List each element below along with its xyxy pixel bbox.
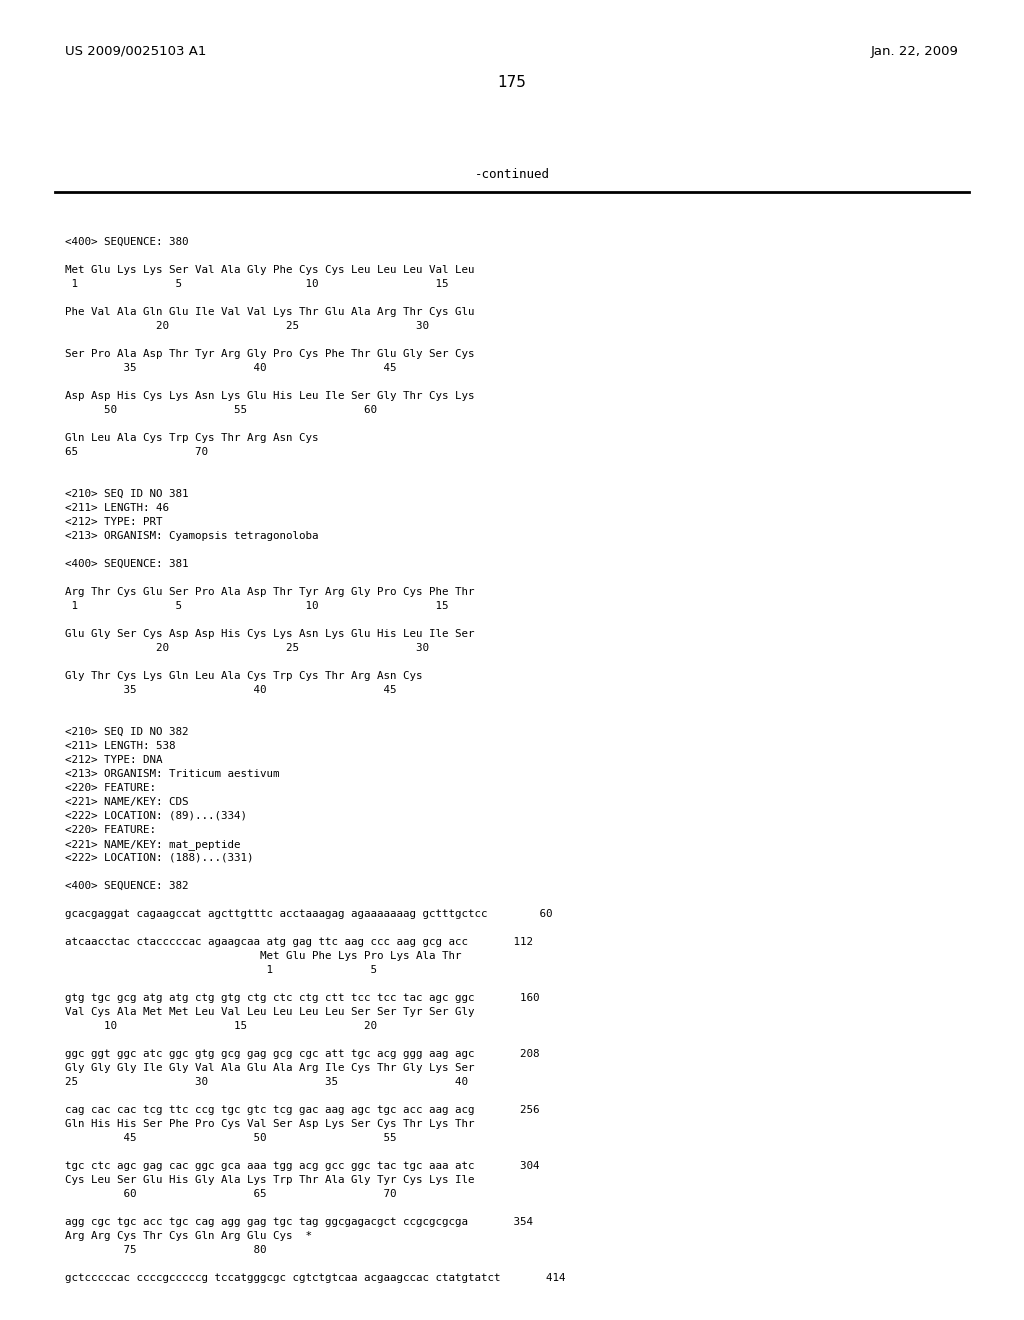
Text: gctcccccac ccccgcccccg tccatgggcgc cgtctgtcaa acgaagccac ctatgtatct       414: gctcccccac ccccgcccccg tccatgggcgc cgtct… bbox=[65, 1272, 565, 1283]
Text: <221> NAME/KEY: mat_peptide: <221> NAME/KEY: mat_peptide bbox=[65, 840, 241, 850]
Text: agg cgc tgc acc tgc cag agg gag tgc tag ggcgagacgct ccgcgcgcga       354: agg cgc tgc acc tgc cag agg gag tgc tag … bbox=[65, 1217, 534, 1228]
Text: 1               5: 1 5 bbox=[65, 965, 377, 975]
Text: <210> SEQ ID NO 381: <210> SEQ ID NO 381 bbox=[65, 488, 188, 499]
Text: 60                  65                  70: 60 65 70 bbox=[65, 1189, 396, 1199]
Text: <400> SEQUENCE: 382: <400> SEQUENCE: 382 bbox=[65, 880, 188, 891]
Text: 65                  70: 65 70 bbox=[65, 447, 208, 457]
Text: Jan. 22, 2009: Jan. 22, 2009 bbox=[871, 45, 959, 58]
Text: 1               5                   10                  15: 1 5 10 15 bbox=[65, 601, 449, 611]
Text: gcacgaggat cagaagccat agcttgtttc acctaaagag agaaaaaaag gctttgctcc        60: gcacgaggat cagaagccat agcttgtttc acctaaa… bbox=[65, 909, 553, 919]
Text: Asp Asp His Cys Lys Asn Lys Glu His Leu Ile Ser Gly Thr Cys Lys: Asp Asp His Cys Lys Asn Lys Glu His Leu … bbox=[65, 391, 474, 401]
Text: <400> SEQUENCE: 381: <400> SEQUENCE: 381 bbox=[65, 558, 188, 569]
Text: atcaacctac ctacccccac agaagcaa atg gag ttc aag ccc aag gcg acc       112: atcaacctac ctacccccac agaagcaa atg gag t… bbox=[65, 937, 534, 946]
Text: <210> SEQ ID NO 382: <210> SEQ ID NO 382 bbox=[65, 727, 188, 737]
Text: Ser Pro Ala Asp Thr Tyr Arg Gly Pro Cys Phe Thr Glu Gly Ser Cys: Ser Pro Ala Asp Thr Tyr Arg Gly Pro Cys … bbox=[65, 348, 474, 359]
Text: Met Glu Phe Lys Pro Lys Ala Thr: Met Glu Phe Lys Pro Lys Ala Thr bbox=[65, 950, 462, 961]
Text: 75                  80: 75 80 bbox=[65, 1245, 266, 1255]
Text: 1               5                   10                  15: 1 5 10 15 bbox=[65, 279, 449, 289]
Text: <211> LENGTH: 538: <211> LENGTH: 538 bbox=[65, 741, 175, 751]
Text: 35                  40                  45: 35 40 45 bbox=[65, 685, 396, 696]
Text: 25                  30                  35                  40: 25 30 35 40 bbox=[65, 1077, 468, 1086]
Text: <212> TYPE: DNA: <212> TYPE: DNA bbox=[65, 755, 163, 766]
Text: <212> TYPE: PRT: <212> TYPE: PRT bbox=[65, 517, 163, 527]
Text: Gly Gly Gly Ile Gly Val Ala Glu Ala Arg Ile Cys Thr Gly Lys Ser: Gly Gly Gly Ile Gly Val Ala Glu Ala Arg … bbox=[65, 1063, 474, 1073]
Text: Arg Thr Cys Glu Ser Pro Ala Asp Thr Tyr Arg Gly Pro Cys Phe Thr: Arg Thr Cys Glu Ser Pro Ala Asp Thr Tyr … bbox=[65, 587, 474, 597]
Text: 175: 175 bbox=[498, 75, 526, 90]
Text: 45                  50                  55: 45 50 55 bbox=[65, 1133, 396, 1143]
Text: <211> LENGTH: 46: <211> LENGTH: 46 bbox=[65, 503, 169, 513]
Text: 35                  40                  45: 35 40 45 bbox=[65, 363, 396, 374]
Text: Val Cys Ala Met Met Leu Val Leu Leu Leu Leu Ser Ser Tyr Ser Gly: Val Cys Ala Met Met Leu Val Leu Leu Leu … bbox=[65, 1007, 474, 1016]
Text: tgc ctc agc gag cac ggc gca aaa tgg acg gcc ggc tac tgc aaa atc       304: tgc ctc agc gag cac ggc gca aaa tgg acg … bbox=[65, 1162, 540, 1171]
Text: 20                  25                  30: 20 25 30 bbox=[65, 643, 429, 653]
Text: 20                  25                  30: 20 25 30 bbox=[65, 321, 429, 331]
Text: <213> ORGANISM: Triticum aestivum: <213> ORGANISM: Triticum aestivum bbox=[65, 770, 280, 779]
Text: gtg tgc gcg atg atg ctg gtg ctg ctc ctg ctt tcc tcc tac agc ggc       160: gtg tgc gcg atg atg ctg gtg ctg ctc ctg … bbox=[65, 993, 540, 1003]
Text: 50                  55                  60: 50 55 60 bbox=[65, 405, 377, 414]
Text: <222> LOCATION: (89)...(334): <222> LOCATION: (89)...(334) bbox=[65, 810, 247, 821]
Text: cag cac cac tcg ttc ccg tgc gtc tcg gac aag agc tgc acc aag acg       256: cag cac cac tcg ttc ccg tgc gtc tcg gac … bbox=[65, 1105, 540, 1115]
Text: -continued: -continued bbox=[474, 168, 550, 181]
Text: Met Glu Lys Lys Ser Val Ala Gly Phe Cys Cys Leu Leu Leu Val Leu: Met Glu Lys Lys Ser Val Ala Gly Phe Cys … bbox=[65, 265, 474, 275]
Text: <213> ORGANISM: Cyamopsis tetragonoloba: <213> ORGANISM: Cyamopsis tetragonoloba bbox=[65, 531, 318, 541]
Text: <400> SEQUENCE: 380: <400> SEQUENCE: 380 bbox=[65, 238, 188, 247]
Text: Cys Leu Ser Glu His Gly Ala Lys Trp Thr Ala Gly Tyr Cys Lys Ile: Cys Leu Ser Glu His Gly Ala Lys Trp Thr … bbox=[65, 1175, 474, 1185]
Text: US 2009/0025103 A1: US 2009/0025103 A1 bbox=[65, 45, 207, 58]
Text: <220> FEATURE:: <220> FEATURE: bbox=[65, 783, 156, 793]
Text: Gly Thr Cys Lys Gln Leu Ala Cys Trp Cys Thr Arg Asn Cys: Gly Thr Cys Lys Gln Leu Ala Cys Trp Cys … bbox=[65, 671, 423, 681]
Text: <220> FEATURE:: <220> FEATURE: bbox=[65, 825, 156, 836]
Text: <221> NAME/KEY: CDS: <221> NAME/KEY: CDS bbox=[65, 797, 188, 807]
Text: Gln His His Ser Phe Pro Cys Val Ser Asp Lys Ser Cys Thr Lys Thr: Gln His His Ser Phe Pro Cys Val Ser Asp … bbox=[65, 1119, 474, 1129]
Text: Arg Arg Cys Thr Cys Gln Arg Glu Cys  *: Arg Arg Cys Thr Cys Gln Arg Glu Cys * bbox=[65, 1232, 312, 1241]
Text: Glu Gly Ser Cys Asp Asp His Cys Lys Asn Lys Glu His Leu Ile Ser: Glu Gly Ser Cys Asp Asp His Cys Lys Asn … bbox=[65, 630, 474, 639]
Text: 10                  15                  20: 10 15 20 bbox=[65, 1020, 377, 1031]
Text: Gln Leu Ala Cys Trp Cys Thr Arg Asn Cys: Gln Leu Ala Cys Trp Cys Thr Arg Asn Cys bbox=[65, 433, 318, 444]
Text: ggc ggt ggc atc ggc gtg gcg gag gcg cgc att tgc acg ggg aag agc       208: ggc ggt ggc atc ggc gtg gcg gag gcg cgc … bbox=[65, 1049, 540, 1059]
Text: <222> LOCATION: (188)...(331): <222> LOCATION: (188)...(331) bbox=[65, 853, 254, 863]
Text: Phe Val Ala Gln Glu Ile Val Val Lys Thr Glu Ala Arg Thr Cys Glu: Phe Val Ala Gln Glu Ile Val Val Lys Thr … bbox=[65, 308, 474, 317]
